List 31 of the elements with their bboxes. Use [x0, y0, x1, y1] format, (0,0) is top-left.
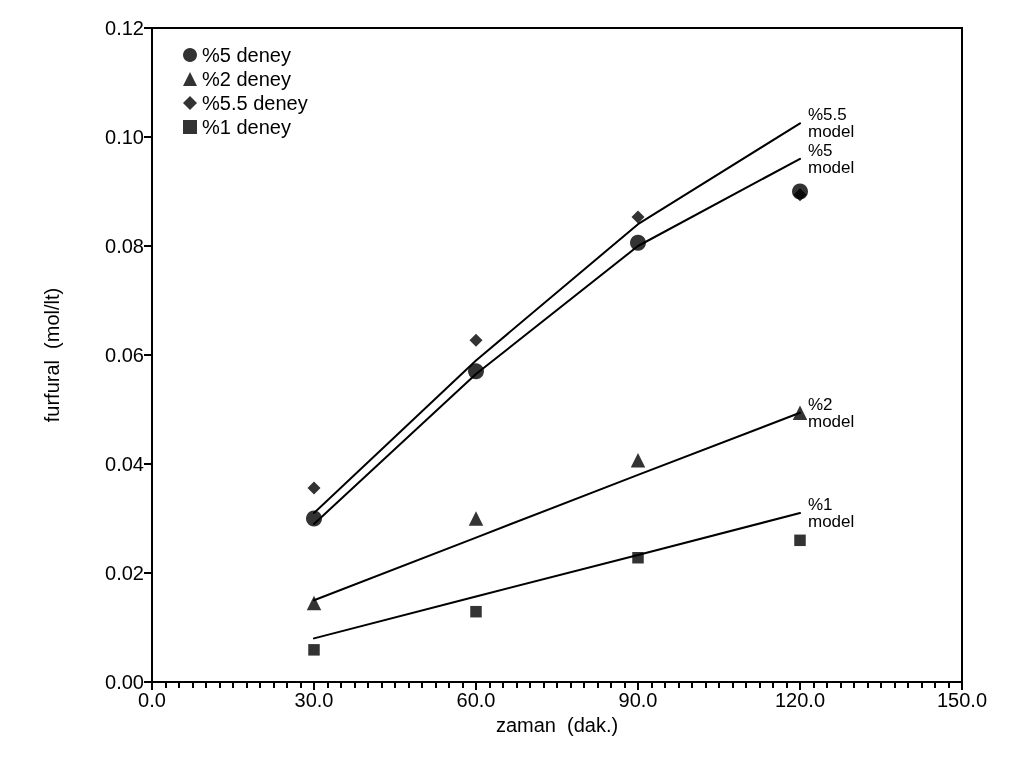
y-tick-label: 0.10: [105, 126, 144, 148]
series-label: %2 model: [808, 394, 855, 431]
legend-label: %5.5 deney: [202, 92, 308, 114]
point: [468, 511, 484, 526]
y-tick-label: 0.08: [105, 235, 144, 257]
y-tick-label: 0.02: [105, 562, 144, 584]
series-label: %5 model: [808, 140, 855, 177]
x-tick-label: 120.0: [774, 689, 826, 711]
series-label: %1 model: [808, 495, 855, 532]
point: [631, 210, 645, 224]
series-label: %5.5 model: [808, 105, 855, 142]
y-tick-label: 0.12: [105, 17, 144, 39]
y-tick-label: 0.04: [105, 453, 144, 475]
y-axis-title: furfural (mol/lt): [41, 287, 63, 423]
x-axis-title: zaman (dak.): [495, 713, 619, 736]
point: [630, 452, 646, 468]
legend-label: %1 deney: [202, 116, 291, 138]
legend-label: %2 deney: [202, 68, 291, 90]
x-tick-label: 150.0: [936, 689, 988, 711]
legend-label: %5 deney: [202, 44, 291, 66]
point: [469, 333, 483, 347]
x-tick-label: 90.0: [618, 689, 658, 711]
point: [308, 644, 320, 656]
x-tick-label: 60.0: [456, 689, 496, 711]
point: [793, 188, 807, 202]
y-tick-label: 0.06: [105, 344, 144, 366]
point: [794, 534, 806, 547]
point: [307, 481, 321, 495]
line-series: [313, 512, 801, 640]
x-tick-label: 30.0: [294, 689, 334, 711]
point: [470, 605, 482, 618]
